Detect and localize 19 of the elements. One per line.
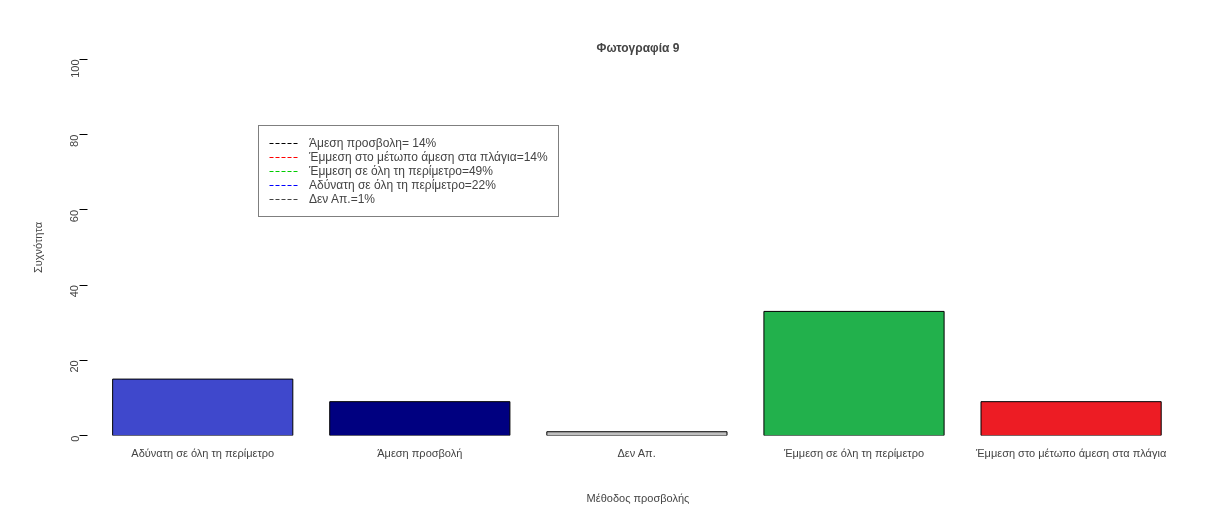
annotation: Δεν Απ.=1% xyxy=(309,192,376,206)
y-tick-label: 40 xyxy=(68,285,81,298)
y-tick-label: 60 xyxy=(68,209,81,223)
annotation: Αδύνατη σε όλη τη περίμετρο=22% xyxy=(309,178,496,192)
x-tick-label: Αδύνατη σε όλη τη περίμετρο xyxy=(131,446,275,459)
x-tick-label: Έμμεση στο μέτωπο άμεση στα πλάγια xyxy=(974,446,1167,459)
chart-title: Φωτογραφία 9 xyxy=(596,40,680,55)
x-tick-label: Έμμεση σε όλη τη περίμετρο xyxy=(782,446,925,459)
y-tick-label: 20 xyxy=(68,360,81,373)
y-tick-label: 100 xyxy=(68,59,81,78)
annotation: Έμμεση στο μέτωπο άμεση στα πλάγια=14% xyxy=(309,150,548,164)
y-tick-label: 80 xyxy=(68,134,81,147)
annotation: Άμεση προσβολη= 14% xyxy=(309,136,437,150)
x-tick-label: Άμεση προσβολή xyxy=(377,446,463,459)
x-tick-label: Δεν Απ. xyxy=(617,446,656,459)
x-axis-title: Μέθοδος προσβολής xyxy=(586,491,690,504)
y-axis-title: Συχνότητα xyxy=(31,221,44,274)
annotation: Έμμεση σε όλη τη περίμετρο=49% xyxy=(309,164,493,178)
y-tick-label: 0 xyxy=(68,435,81,442)
